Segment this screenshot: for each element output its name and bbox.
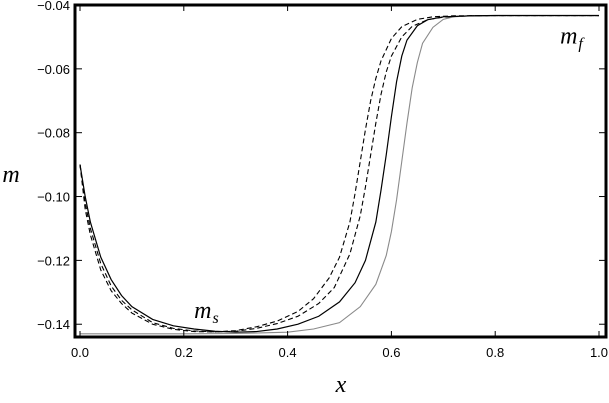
x-tick-label: 0.0 <box>71 345 89 360</box>
annotation-layer: ms mf <box>194 23 585 327</box>
series-line-2 <box>79 14 599 333</box>
x-tick-label: 0.6 <box>382 345 400 360</box>
y-tick-label: −0.10 <box>37 190 70 205</box>
annotation-mf: mf <box>560 23 585 52</box>
x-tick-label: 1.0 <box>590 345 608 360</box>
tick-layer: 0.0 0.2 0.4 0.6 0.8 1.0 −0.04 −0.06 −0.08 −0.10 −0… <box>37 0 608 360</box>
y-tick-label: −0.04 <box>37 0 70 13</box>
series-line-1 <box>80 14 599 335</box>
y-tick-label: −0.12 <box>37 253 70 268</box>
series-layer <box>79 14 599 335</box>
x-tick-label: 0.4 <box>279 345 297 360</box>
x-tick-label: 0.2 <box>175 345 193 360</box>
series-line-3 <box>79 14 599 333</box>
y-tick-label: −0.06 <box>37 62 70 77</box>
x-axis-label: x <box>335 372 347 398</box>
series-line-4 <box>79 14 599 333</box>
annotation-ms: ms <box>194 298 219 327</box>
x-tick-label: 0.8 <box>486 345 504 360</box>
plot-frame <box>73 3 608 339</box>
y-tick-label: −0.14 <box>37 317 70 332</box>
y-tick-label: −0.08 <box>37 126 70 141</box>
y-axis-label: m <box>2 162 19 188</box>
